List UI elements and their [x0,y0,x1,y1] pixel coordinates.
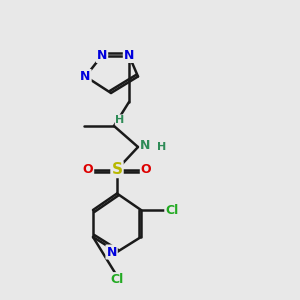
Text: N: N [106,245,117,259]
Text: Cl: Cl [165,203,178,217]
Text: N: N [97,49,107,62]
Text: O: O [82,163,93,176]
Text: H: H [158,142,166,152]
Text: N: N [80,70,91,83]
Text: N: N [140,139,151,152]
Text: O: O [141,163,152,176]
Text: Cl: Cl [110,273,124,286]
Text: N: N [124,49,134,62]
Text: S: S [112,162,122,177]
Text: H: H [116,115,124,125]
